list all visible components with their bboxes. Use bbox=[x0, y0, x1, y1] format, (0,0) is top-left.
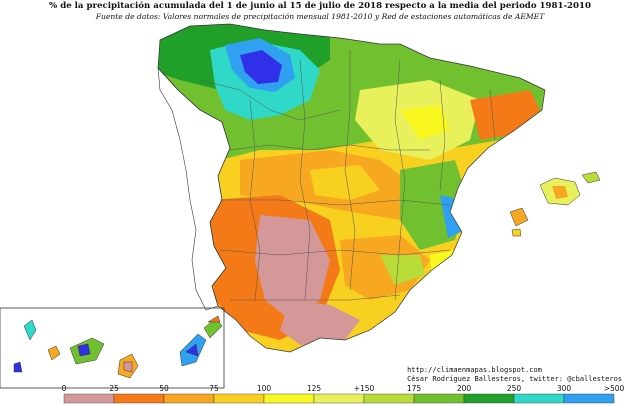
credits-url: http://climaenmapas.blogspot.com bbox=[407, 366, 542, 374]
legend-swatch bbox=[113, 393, 165, 404]
region-southeast-green bbox=[380, 255, 425, 285]
legend-tick-label: 50 bbox=[159, 384, 169, 393]
legend-tick-label: 175 bbox=[407, 384, 422, 393]
credits: http://climaenmapas.blogspot.com César R… bbox=[407, 366, 622, 384]
legend-tick-label: +150 bbox=[354, 384, 375, 393]
region-blue-core bbox=[240, 50, 282, 84]
legend-tick-label: 300 bbox=[557, 384, 572, 393]
map-title: % de la precipitación acumulada del 1 de… bbox=[49, 1, 591, 11]
region-south-pink bbox=[280, 300, 360, 345]
legend-swatch bbox=[363, 393, 415, 404]
canary-inset-frame bbox=[0, 307, 225, 389]
map-subtitle: Fuente de datos: Valores normales de pre… bbox=[95, 12, 545, 21]
balearic-islands bbox=[509, 171, 601, 237]
legend-tick-label: >500 bbox=[604, 384, 625, 393]
legend-tick-label: 100 bbox=[257, 384, 272, 393]
legend-swatch bbox=[163, 393, 215, 404]
legend-swatch bbox=[263, 393, 315, 404]
credits-author: César Rodríguez Ballesteros, twitter: @c… bbox=[407, 375, 622, 383]
province-boundaries bbox=[199, 50, 496, 301]
legend-tick-label: 0 bbox=[62, 384, 67, 393]
legend-tick-label: 75 bbox=[209, 384, 219, 393]
legend-ticks: 0 25 50 75 100 125 +150 175 200 250 300 >500 bbox=[62, 384, 625, 393]
portugal-outline bbox=[157, 67, 231, 311]
region-northeast-orange bbox=[470, 90, 540, 140]
region-center-yellow bbox=[310, 165, 380, 200]
region-ebro-yellow bbox=[400, 105, 450, 140]
legend-swatch bbox=[313, 393, 365, 404]
legend-swatch bbox=[213, 393, 265, 404]
legend-swatch bbox=[463, 393, 515, 404]
legend-tick-label: 25 bbox=[109, 384, 119, 393]
legend-swatches bbox=[63, 393, 615, 404]
legend-swatch bbox=[413, 393, 465, 404]
region-southwest-pink bbox=[255, 215, 330, 320]
legend-swatch bbox=[63, 393, 115, 404]
legend-tick-label: 200 bbox=[457, 384, 472, 393]
legend-swatch bbox=[513, 393, 565, 404]
region-southeast-orange bbox=[340, 235, 430, 300]
legend-swatch bbox=[563, 393, 615, 404]
legend-tick-label: 250 bbox=[507, 384, 522, 393]
canary-islands bbox=[13, 315, 223, 379]
legend-tick-label: 125 bbox=[307, 384, 322, 393]
